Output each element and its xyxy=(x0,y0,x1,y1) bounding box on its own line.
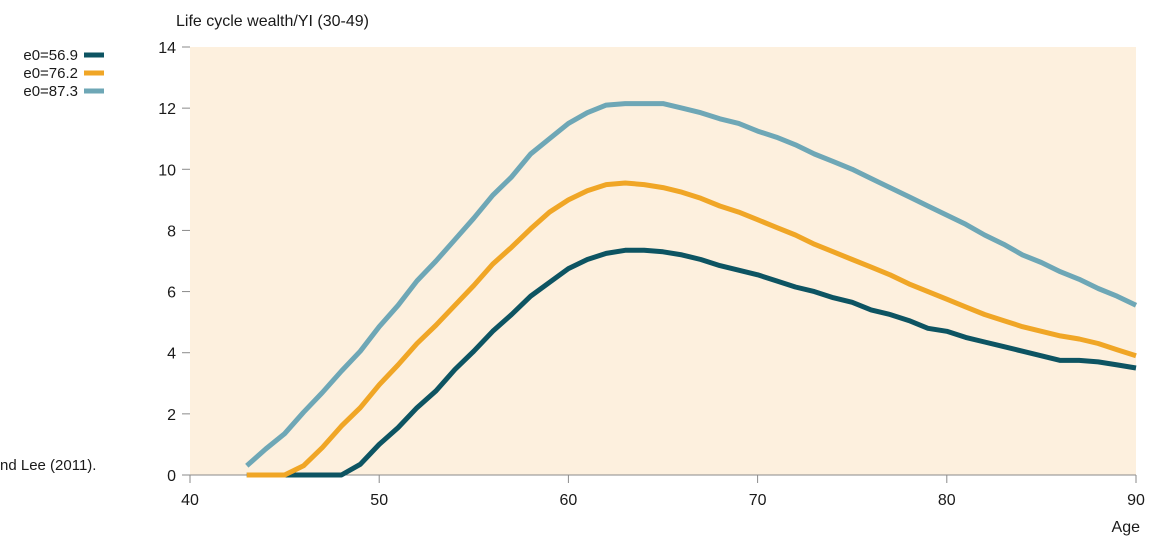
y-tick-label: 12 xyxy=(158,101,176,118)
y-tick-label: 14 xyxy=(158,40,176,57)
x-tick-label: 60 xyxy=(560,492,578,509)
y-axis-title: Life cycle wealth/YI (30-49) xyxy=(176,13,369,30)
source-note-fragment: nd Lee (2011). xyxy=(0,457,96,474)
x-tick-label: 70 xyxy=(749,492,767,509)
legend-label: e0=56.9 xyxy=(23,47,78,64)
legend-label: e0=87.3 xyxy=(23,83,78,100)
y-tick-label: 8 xyxy=(167,223,176,240)
y-tick-label: 0 xyxy=(167,468,176,485)
x-tick-label: 40 xyxy=(181,492,199,509)
x-tick-label: 80 xyxy=(938,492,956,509)
x-tick-label: 90 xyxy=(1127,492,1145,509)
y-tick-label: 6 xyxy=(167,285,176,302)
y-tick-label: 2 xyxy=(167,407,176,424)
y-tick-label: 4 xyxy=(167,346,176,363)
y-tick-label: 10 xyxy=(158,162,176,179)
plot-background xyxy=(190,47,1136,475)
x-axis-title: Age xyxy=(1112,519,1141,536)
legend-label: e0=76.2 xyxy=(23,65,78,82)
x-tick-label: 50 xyxy=(370,492,388,509)
legend: e0=56.9e0=76.2e0=87.3 xyxy=(23,47,104,100)
